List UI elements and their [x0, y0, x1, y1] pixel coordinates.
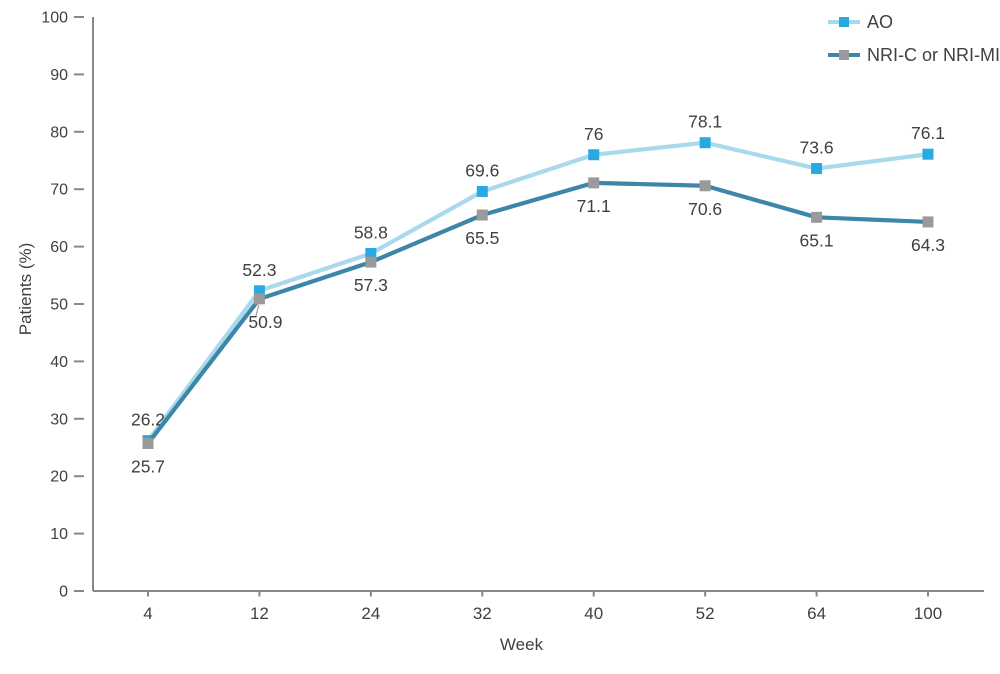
y-axis-tick-label: 0 [59, 584, 68, 601]
data-point-label: 76.1 [911, 123, 945, 143]
data-point-marker [699, 137, 711, 149]
data-point-label: 26.2 [131, 410, 165, 430]
data-point-label: 57.3 [354, 275, 388, 295]
data-point-marker [142, 437, 154, 449]
x-axis-tick-label: 40 [584, 604, 603, 623]
x-axis-tick-label: 32 [473, 604, 492, 623]
legend-square-marker-nri [839, 50, 849, 60]
data-point-label: 78.1 [688, 112, 722, 132]
x-axis-tick-label: 64 [807, 604, 826, 623]
y-axis-tick-label: 100 [41, 10, 68, 27]
data-point-marker [588, 177, 600, 189]
data-point-marker [811, 211, 823, 223]
y-axis-tick-label: 30 [50, 411, 68, 428]
data-point-marker [699, 180, 711, 192]
data-point-label: 58.8 [354, 222, 388, 242]
legend-square-marker-ao [839, 17, 849, 27]
data-point-marker [588, 149, 600, 161]
label-leader-line [255, 304, 260, 316]
data-point-marker [365, 256, 377, 268]
x-axis-tick-label: 52 [696, 604, 715, 623]
data-point-marker [922, 216, 934, 228]
data-point-marker [253, 285, 265, 297]
y-axis-tick-label: 90 [50, 67, 68, 84]
data-point-marker [476, 185, 488, 197]
y-axis-title: Patients (%) [16, 243, 35, 336]
legend-item-nri: NRI-C or NRI-MI [828, 43, 1000, 67]
y-axis-tick-label: 70 [50, 182, 68, 199]
x-axis-tick-label: 12 [250, 604, 269, 623]
data-point-marker [922, 148, 934, 160]
data-point-label: 69.6 [465, 160, 499, 180]
data-point-label: 65.5 [465, 228, 499, 248]
data-point-marker [253, 293, 265, 305]
x-axis-title: Week [500, 635, 544, 654]
legend-label-nri: NRI-C or NRI-MI [867, 44, 1000, 65]
x-axis-tick-label: 24 [361, 604, 380, 623]
data-point-marker [811, 163, 823, 175]
data-point-label: 76 [584, 124, 603, 144]
legend-item-ao: AO [828, 10, 1000, 34]
y-axis-tick-label: 10 [50, 526, 68, 543]
y-axis-tick-label: 60 [50, 239, 68, 256]
series-line-0 [146, 140, 929, 442]
y-axis-tick-label: 20 [50, 469, 68, 486]
x-axis-tick-label: 100 [914, 604, 942, 623]
data-point-label: 73.6 [800, 138, 834, 158]
chart-legend: AO NRI-C or NRI-MI [828, 10, 1000, 67]
data-point-label: 64.3 [911, 235, 945, 255]
y-axis-tick-label: 40 [50, 354, 68, 371]
data-point-marker [365, 247, 377, 259]
data-point-label: 65.1 [800, 230, 834, 250]
legend-label-ao: AO [867, 11, 894, 32]
data-point-label: 50.9 [248, 312, 282, 332]
data-point-label: 25.7 [131, 456, 165, 476]
data-point-label: 71.1 [577, 196, 611, 216]
y-axis-tick-label: 80 [50, 124, 68, 141]
legend-swatch-ao [828, 10, 860, 34]
legend-swatch-nri [828, 43, 860, 67]
data-point-label: 70.6 [688, 199, 722, 219]
y-axis-tick-label: 50 [50, 297, 68, 314]
data-point-label: 52.3 [242, 260, 276, 280]
x-axis-tick-label: 4 [143, 604, 152, 623]
series-line-1 [146, 180, 929, 445]
data-point-marker [476, 209, 488, 221]
